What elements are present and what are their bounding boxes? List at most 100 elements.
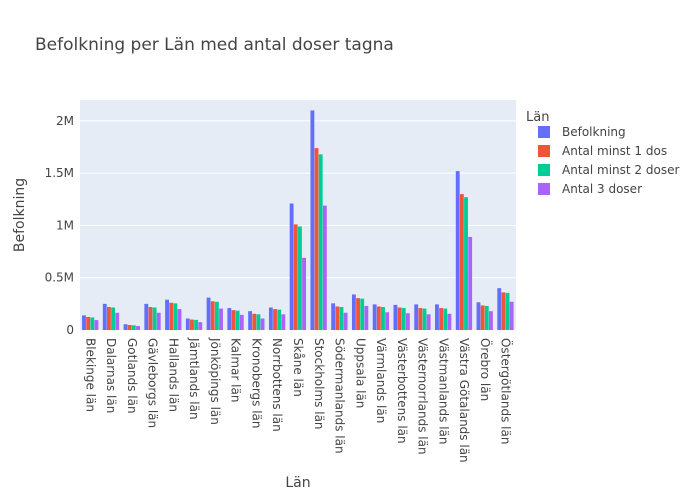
legend-title: Län: [526, 110, 549, 125]
x-tick-label: Västmanlands län: [436, 338, 450, 445]
bar: [397, 307, 402, 330]
bar: [185, 318, 190, 330]
legend-label[interactable]: Befolkning: [562, 125, 626, 139]
bar: [82, 315, 86, 330]
x-tick-label: Norrbottens län: [270, 338, 284, 432]
chart-title: Befolkning per Län med antal doser tagna: [35, 35, 394, 55]
bar: [381, 307, 385, 330]
bar: [106, 307, 111, 330]
bar: [310, 110, 315, 330]
bar: [252, 313, 257, 330]
bar: [414, 304, 419, 330]
bar: [464, 197, 468, 330]
bar: [173, 303, 178, 330]
bar: [298, 226, 302, 330]
bar: [385, 312, 390, 330]
bar: [318, 154, 323, 330]
legend-swatch[interactable]: [538, 145, 550, 157]
bar: [459, 194, 464, 330]
bar: [418, 308, 423, 330]
bar: [256, 314, 261, 330]
bar: [94, 320, 99, 330]
y-tick-label: 1M: [56, 218, 74, 232]
bar: [364, 305, 369, 330]
bar: [86, 316, 91, 330]
x-tick-label: Kalmar län: [229, 338, 243, 402]
legend-label[interactable]: Antal minst 2 doser: [562, 163, 679, 177]
bar: [206, 297, 211, 330]
x-tick-label: Västernorrlands län: [416, 338, 430, 455]
bar: [455, 171, 460, 330]
bar: [177, 309, 182, 330]
bar: [144, 303, 149, 330]
legend-label[interactable]: Antal minst 1 dos: [562, 144, 667, 158]
bar: [443, 308, 448, 330]
legend: Län Befolkning Antal minst 1 dos Antal min…: [526, 110, 679, 196]
bar: [343, 312, 348, 330]
bar: [115, 312, 120, 330]
bar: [480, 305, 485, 330]
bar: [219, 308, 223, 330]
bar: [123, 324, 128, 330]
x-tick-label: Värmlands län: [374, 338, 388, 423]
bar: [351, 294, 356, 330]
x-tick-label: Örebro län: [478, 338, 494, 401]
bar: [405, 313, 410, 330]
bar: [331, 303, 336, 330]
legend-swatch[interactable]: [538, 164, 550, 176]
bar: [248, 311, 253, 330]
y-tick-labels: 0 0.5M 1M 1.5M 2M: [45, 114, 74, 337]
legend-label[interactable]: Antal 3 doser: [562, 182, 642, 196]
bar: [156, 312, 161, 330]
bars: [82, 110, 514, 330]
bar: [111, 307, 115, 330]
bar: [235, 310, 240, 330]
x-tick-labels: Blekinge län Dalarnas län Gotlands län Gävl…: [83, 337, 514, 463]
bar: [190, 319, 194, 330]
bar: [227, 308, 232, 330]
bar: [127, 324, 132, 330]
bar: [260, 318, 265, 330]
bar: [152, 307, 157, 330]
x-tick-label: Uppsala län: [353, 338, 367, 408]
bar: [277, 309, 282, 330]
bar: [239, 314, 244, 330]
bar: [169, 302, 174, 330]
bar: [439, 308, 444, 330]
bar: [281, 314, 286, 330]
bar: [489, 311, 493, 330]
bar: [148, 307, 153, 330]
bar: [289, 203, 294, 330]
bar: [497, 288, 502, 330]
bar: [231, 310, 236, 330]
bar: [293, 224, 298, 330]
bar: [501, 292, 506, 330]
bar: [194, 319, 199, 330]
x-tick-label: Kronobergs län: [249, 338, 263, 429]
x-tick-label: Västerbottens län: [395, 338, 409, 444]
x-tick-label: Hallands län: [166, 338, 180, 412]
bar: [401, 308, 406, 330]
legend-swatch[interactable]: [538, 183, 550, 195]
x-tick-label: Dalarnas län: [104, 338, 118, 413]
bar: [372, 304, 377, 330]
bar: [102, 303, 107, 330]
bar: [165, 299, 169, 330]
bar: [136, 326, 140, 330]
y-tick-label: 0.5M: [45, 271, 74, 285]
x-tick-label: Jämtlands län: [187, 337, 201, 420]
y-grid: [80, 120, 516, 279]
x-tick-label: Östergötlands län: [499, 338, 515, 444]
x-tick-label: Södermanlands län: [333, 338, 347, 454]
x-tick-label: Västra Götalands län: [457, 338, 471, 463]
legend-swatch[interactable]: [538, 126, 550, 138]
bar: [426, 314, 431, 330]
bar: [509, 301, 514, 330]
bar: [198, 322, 203, 330]
bar: [484, 305, 489, 330]
x-tick-label: Blekinge län: [83, 338, 97, 412]
bar: [273, 309, 277, 330]
y-tick-label: 1.5M: [45, 166, 74, 180]
x-tick-label: Stockholms län: [312, 338, 326, 430]
